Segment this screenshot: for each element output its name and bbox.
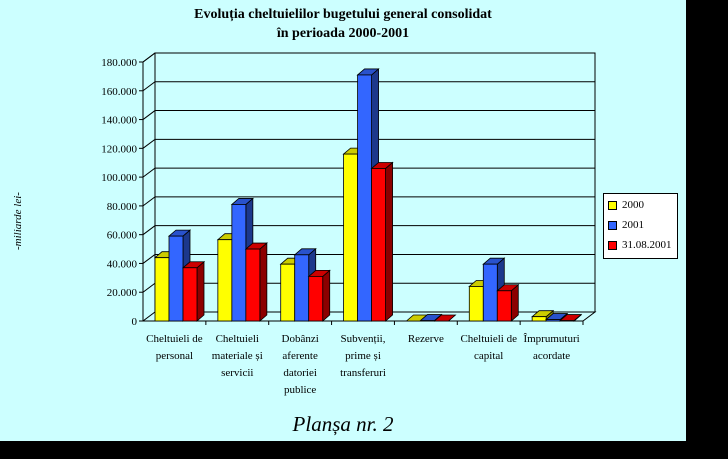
bar (168, 235, 184, 322)
x-tick-label: Subvenții, (341, 333, 386, 345)
x-tick-label: personal (156, 350, 193, 362)
bar (468, 286, 484, 322)
y-tick-label: 100.000 (101, 172, 137, 184)
chart-legend: 2000 2001 31.08.2001 (603, 193, 678, 259)
plate-caption: Planșa nr. 2 (292, 412, 394, 436)
legend-item-2000: 2000 (608, 197, 644, 213)
x-tick-label: Împrumuturi (523, 333, 579, 345)
bar-side (259, 242, 268, 322)
bar (294, 254, 310, 322)
bar-top (559, 314, 583, 321)
x-tick-label: datoriei (283, 367, 317, 379)
legend-item-31-08-2001: 31.08.2001 (608, 237, 672, 253)
legend-item-2001: 2001 (608, 217, 644, 233)
y-tick-label: 160.000 (101, 86, 137, 98)
legend-label-2001: 2001 (622, 219, 644, 231)
y-tick-label: 120.000 (101, 143, 137, 155)
gridline (142, 81, 595, 92)
legend-label-31-08-2001: 31.08.2001 (622, 239, 672, 251)
bar (308, 275, 324, 322)
x-tick-label: prime și (345, 350, 381, 362)
x-tick-label: Rezerve (408, 333, 444, 345)
y-tick-label: 40.000 (107, 258, 138, 270)
gridline (142, 110, 595, 120)
bar-side (196, 260, 205, 322)
bar (343, 153, 358, 322)
bar (245, 248, 261, 322)
chart-title-line-2: în perioada 2000-2001 (276, 26, 410, 41)
x-tick-label: acordate (533, 350, 570, 362)
gridline (142, 196, 595, 207)
bar (280, 263, 296, 322)
bar (545, 319, 561, 322)
bar (154, 257, 170, 322)
legend-swatch-2000 (608, 200, 617, 210)
bar-side (322, 269, 331, 322)
y-tick-label: 0 (132, 316, 138, 328)
bar (182, 267, 198, 322)
legend-label-2000: 2000 (622, 199, 644, 211)
x-tick-label: Dobânzi (282, 333, 319, 345)
gridline (142, 167, 595, 178)
y-tick-label: 60.000 (107, 230, 138, 242)
x-tick-label: Cheltuieli (216, 333, 259, 345)
gridline (142, 225, 595, 236)
bar (496, 290, 512, 322)
chart-title-line-1: Evoluția cheltuielilor bugetului general… (194, 7, 492, 22)
x-tick-label: servicii (221, 367, 253, 379)
bar (371, 168, 386, 322)
bar-chart: 0 20.000 40.000 60.000 80.000 100.000 120.000 1… (101, 52, 597, 396)
bar-top (433, 314, 457, 322)
bar (531, 316, 547, 322)
gridline (142, 52, 595, 63)
gridline (142, 253, 595, 264)
legend-swatch-31-08-2001 (608, 240, 617, 250)
bar (217, 239, 233, 322)
bar (231, 204, 247, 322)
x-tick-label: materiale și (212, 350, 263, 362)
y-tick-label: 20.000 (107, 287, 138, 299)
y-tick-label: 80.000 (107, 201, 138, 213)
y-tick-label: 140.000 (101, 115, 137, 127)
legend-swatch-2001 (608, 220, 617, 230)
y-tick-label: 180.000 (101, 57, 137, 69)
x-tick-label: capital (474, 350, 503, 362)
x-tick-label: aferente (282, 350, 318, 362)
bar (357, 74, 372, 322)
x-tick-label: Cheltuieli de (460, 333, 517, 345)
gridline (142, 138, 595, 149)
chart-panel (0, 0, 686, 441)
x-tick-label: transferuri (340, 367, 386, 379)
x-tick-label: Cheltuieli de (146, 333, 203, 345)
bar (482, 263, 498, 322)
x-tick-label: publice (284, 384, 316, 396)
bar-side (385, 161, 393, 322)
